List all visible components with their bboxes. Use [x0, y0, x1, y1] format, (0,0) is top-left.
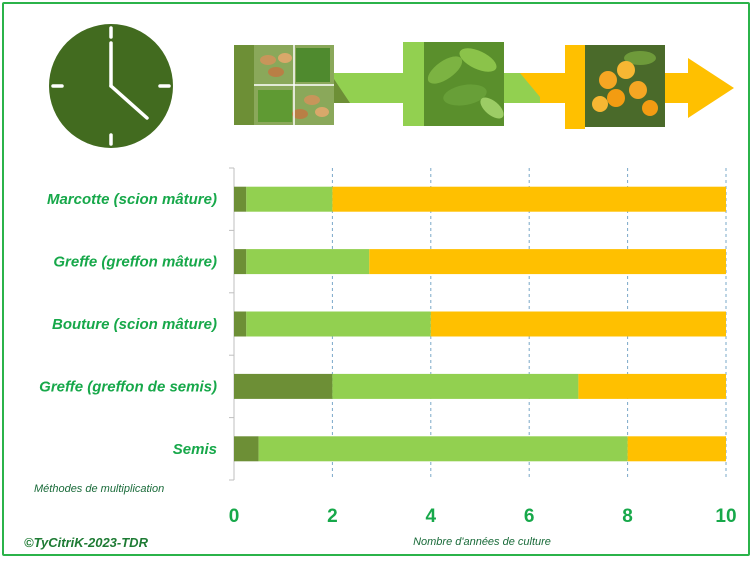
bar-segment — [246, 249, 370, 275]
bar-segment — [332, 186, 726, 212]
bar-segment — [246, 186, 333, 212]
bar-segment — [369, 249, 726, 275]
category-label: Semis — [173, 441, 217, 458]
credit-text: ©TyCitriK-2023-TDR — [24, 535, 149, 550]
x-tick-label: 8 — [622, 506, 633, 527]
category-label: Marcotte (scion mâture) — [47, 191, 217, 208]
category-label: Greffe (greffon de semis) — [39, 378, 217, 395]
bar-segment — [258, 436, 628, 462]
bar-segment — [430, 311, 726, 337]
bar-segment — [578, 373, 726, 399]
seeds-photo — [254, 45, 334, 125]
category-label: Bouture (scion mâture) — [52, 316, 217, 333]
clock-icon — [49, 24, 173, 148]
x-axis-title: Nombre d'années de culture — [413, 536, 551, 548]
bar-segment — [234, 311, 247, 337]
bar-segment — [246, 311, 431, 337]
x-tick-label: 0 — [229, 506, 240, 527]
bar-segment — [234, 249, 247, 275]
x-tick-label: 6 — [524, 506, 535, 527]
y-axis-title: Méthodes de multiplication — [34, 483, 164, 495]
x-tick-label: 10 — [715, 506, 736, 527]
bar-segment — [234, 373, 333, 399]
category-label: Greffe (greffon mâture) — [53, 254, 217, 271]
bar-segment — [332, 373, 579, 399]
x-tick-label: 4 — [426, 506, 437, 527]
x-tick-label: 2 — [327, 506, 338, 527]
bar-segment — [627, 436, 726, 462]
bar-segment — [234, 186, 247, 212]
leaves-photo — [424, 42, 504, 126]
fruit-photo — [585, 45, 665, 127]
bar-segment — [234, 436, 259, 462]
